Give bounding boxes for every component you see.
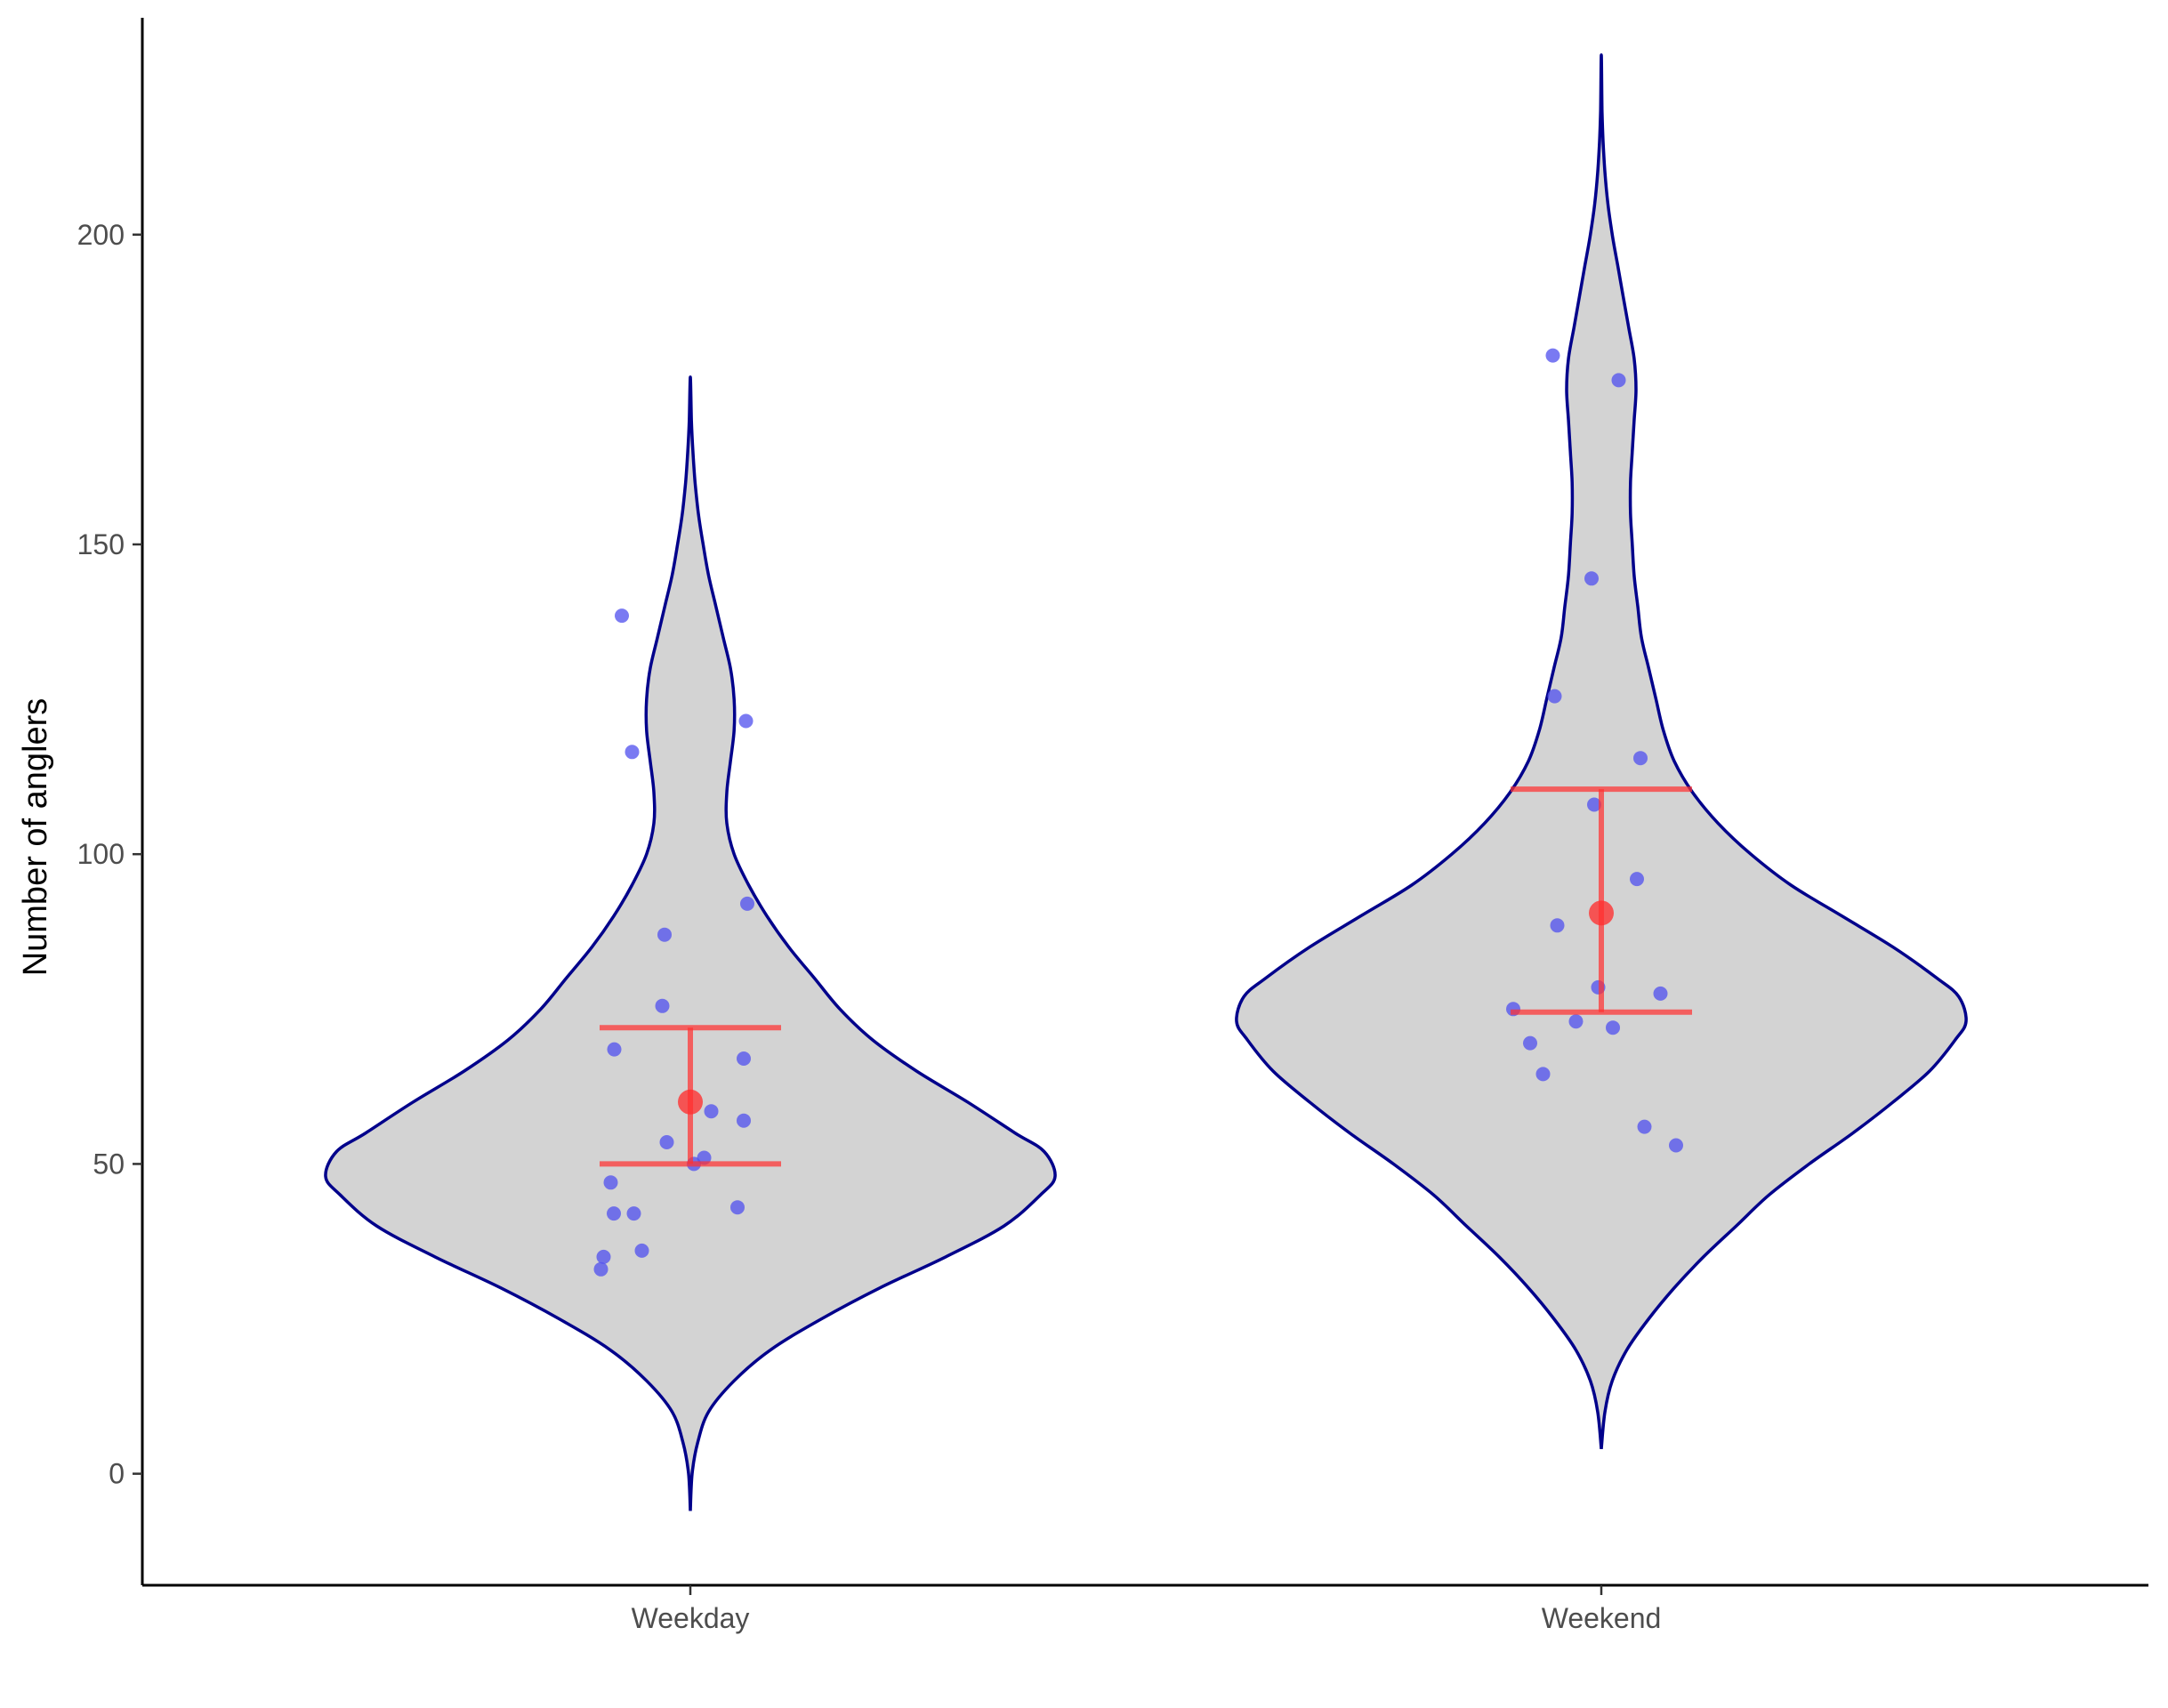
x-tick-label: Weekday — [632, 1602, 750, 1634]
data-point-weekday — [607, 1206, 621, 1221]
data-point-weekday — [626, 1206, 641, 1221]
y-tick-label: 150 — [77, 528, 125, 560]
data-point-weekday — [737, 1113, 751, 1128]
y-tick-label: 100 — [77, 838, 125, 870]
data-point-weekday — [615, 608, 629, 624]
violin-weekend — [1235, 53, 1968, 1449]
data-point-weekend — [1611, 373, 1626, 388]
data-point-weekend — [1653, 986, 1668, 1001]
data-point-weekend — [1523, 1035, 1537, 1051]
data-point-weekday — [657, 927, 672, 942]
data-point-weekday — [603, 1175, 618, 1190]
data-point-weekend — [1606, 1020, 1620, 1035]
y-tick-label: 0 — [109, 1458, 125, 1490]
y-tick-label: 50 — [93, 1148, 125, 1180]
y-tick-label: 200 — [77, 219, 125, 251]
data-point-weekend — [1568, 1014, 1584, 1029]
data-point-weekday — [625, 745, 640, 760]
data-point-weekday — [740, 896, 754, 911]
violins-layer — [324, 53, 1968, 1511]
data-point-weekday — [730, 1200, 745, 1215]
data-point-weekend — [1535, 1067, 1551, 1082]
data-point-weekend — [1545, 348, 1560, 363]
summary-layer — [600, 786, 1692, 1167]
mean-point-weekend — [1589, 900, 1614, 926]
data-point-weekend — [1584, 571, 1599, 586]
x-tick-label: Weekend — [1542, 1602, 1662, 1634]
data-point-weekday — [607, 1042, 622, 1057]
data-point-weekend — [1630, 872, 1644, 887]
data-point-weekend — [1637, 1119, 1652, 1134]
mean-point-weekday — [678, 1089, 703, 1115]
data-point-weekend — [1587, 797, 1601, 812]
data-point-weekday — [655, 998, 670, 1013]
data-point-weekday — [738, 713, 754, 729]
data-point-weekend — [1547, 689, 1562, 704]
data-point-weekday — [704, 1104, 719, 1119]
data-point-weekday — [593, 1261, 608, 1277]
y-axis-title: Number of anglers — [17, 698, 54, 977]
data-point-weekday — [634, 1243, 649, 1258]
data-point-weekend — [1550, 918, 1565, 933]
points-layer — [593, 348, 1683, 1277]
axes-layer: 0 50 100 150 200 Weekday Weekend — [77, 18, 2148, 1634]
data-point-weekend — [1669, 1138, 1683, 1153]
violin-weekday — [324, 375, 1057, 1511]
data-point-weekend — [1633, 751, 1648, 766]
data-point-weekday — [737, 1051, 751, 1066]
data-point-weekday — [659, 1135, 674, 1149]
data-point-weekday — [596, 1249, 611, 1264]
